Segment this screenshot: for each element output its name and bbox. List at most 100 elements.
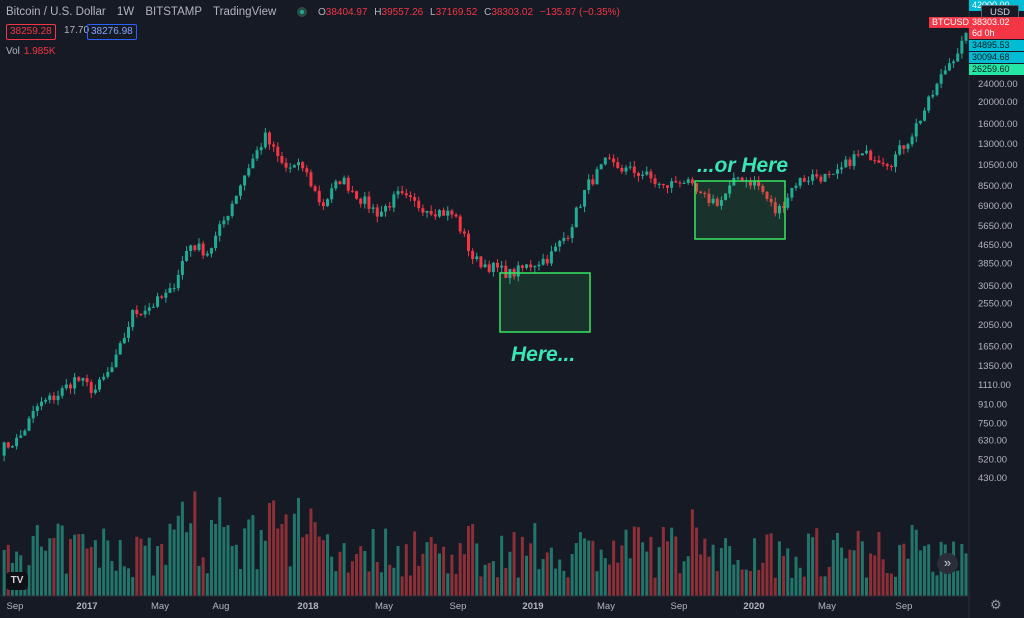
volume-bar	[744, 569, 748, 596]
candle-body	[632, 166, 636, 174]
candle-body	[827, 174, 831, 176]
volume-bar	[947, 553, 951, 596]
candle-body	[135, 309, 139, 314]
candle-body	[56, 395, 60, 401]
candle-body	[678, 182, 682, 184]
volume-bar	[263, 540, 267, 596]
volume-bar	[487, 563, 491, 596]
candle-body	[798, 178, 802, 186]
candle-body	[68, 384, 72, 389]
volume-bar	[118, 539, 122, 596]
volume-bar	[172, 529, 176, 596]
volume-bar	[321, 540, 325, 596]
candle-body	[956, 53, 960, 62]
volume-bar	[765, 534, 769, 596]
volume-bar	[583, 538, 587, 596]
volume-bar	[437, 553, 441, 596]
candle-body	[180, 260, 184, 275]
candle-body	[400, 191, 404, 194]
volume-bar	[243, 528, 247, 596]
candle-body	[425, 210, 429, 213]
volume-bar	[653, 577, 657, 596]
candle-body	[649, 171, 653, 179]
sell-price-button[interactable]: 38259.28	[6, 24, 56, 40]
volume-bar	[110, 561, 114, 596]
open-value: 38404.97	[325, 7, 368, 18]
buy-price-button[interactable]: 38276.98	[87, 24, 137, 40]
volume-bar	[44, 550, 48, 596]
volume-bar	[914, 529, 918, 596]
tradingview-logo[interactable]: TV	[6, 572, 28, 590]
spread-value: 17.70	[64, 25, 90, 36]
candle-body	[313, 186, 317, 191]
candle-body	[898, 145, 902, 155]
candle-body	[222, 220, 226, 225]
candle-body	[147, 307, 151, 311]
volume-bar	[670, 527, 674, 596]
volume-bar	[35, 525, 39, 596]
scroll-to-realtime-icon[interactable]: »	[937, 553, 958, 574]
exchange-label: BITSTAMP	[145, 6, 203, 18]
candle-body	[338, 181, 342, 185]
volume-bar	[106, 540, 110, 596]
price-tick-label: 10500.00	[978, 160, 1018, 171]
time-tick-label: Sep	[896, 601, 913, 612]
candle-body	[496, 262, 500, 268]
volume-bar	[185, 532, 189, 596]
volume-bar	[612, 540, 616, 596]
candle-body	[110, 367, 114, 372]
candle-body	[641, 174, 645, 176]
volume-bar	[375, 562, 379, 596]
candle-body	[578, 206, 582, 208]
candle-body	[765, 191, 769, 199]
candle-body	[172, 288, 176, 290]
candle-body	[85, 378, 89, 383]
candle-body	[873, 160, 877, 162]
volume-bar	[81, 533, 85, 596]
candle-body	[479, 256, 483, 268]
volume-bar	[147, 537, 151, 596]
candle-body	[342, 177, 346, 185]
market-status-icon[interactable]	[297, 7, 307, 17]
volume-bar	[446, 573, 450, 596]
volume-bar	[89, 547, 93, 596]
interval-label[interactable]: 1W	[116, 6, 135, 18]
candle-body	[939, 74, 943, 84]
volume-bar	[512, 532, 516, 596]
settings-gear-icon[interactable]: ⚙	[990, 597, 1002, 612]
volume-bar	[114, 570, 118, 596]
volume-bar	[674, 536, 678, 596]
volume-bar	[292, 513, 296, 596]
candle-body	[205, 253, 209, 256]
volume-bar	[545, 552, 549, 596]
candle-body	[334, 181, 338, 189]
volume-bar	[251, 515, 255, 596]
price-tick-label: 630.00	[978, 436, 1007, 447]
candle-body	[703, 192, 707, 194]
candle-body	[118, 343, 122, 355]
volume-bar	[350, 561, 354, 596]
candles	[2, 32, 968, 462]
time-axis[interactable]: Sep 2017 May Aug 2018 May Sep 2019 May Sep 2020 May…	[0, 0, 970, 618]
candle-body	[852, 154, 856, 166]
candle-body	[19, 435, 23, 438]
time-tick-label: May	[597, 601, 615, 612]
candle-body	[902, 145, 906, 149]
volume-bar	[831, 539, 835, 596]
price-tick-label: 520.00	[978, 454, 1007, 465]
candle-body	[259, 147, 263, 151]
volume-bar	[466, 526, 470, 596]
candle-body	[773, 202, 777, 214]
volume-bar	[885, 572, 889, 596]
volume-bar	[280, 523, 284, 596]
candle-body	[164, 292, 168, 298]
candle-body	[454, 214, 458, 217]
candle-body	[541, 258, 545, 265]
symbol-title[interactable]: Bitcoin / U.S. Dollar	[6, 6, 106, 18]
candle-body	[122, 337, 126, 344]
volume-bar	[363, 550, 367, 596]
volume-bar	[877, 532, 881, 596]
volume-bar	[168, 523, 172, 596]
price-axis[interactable]: 24000.00 20000.00 16000.00 13000.00 10500.00…	[978, 79, 1018, 484]
